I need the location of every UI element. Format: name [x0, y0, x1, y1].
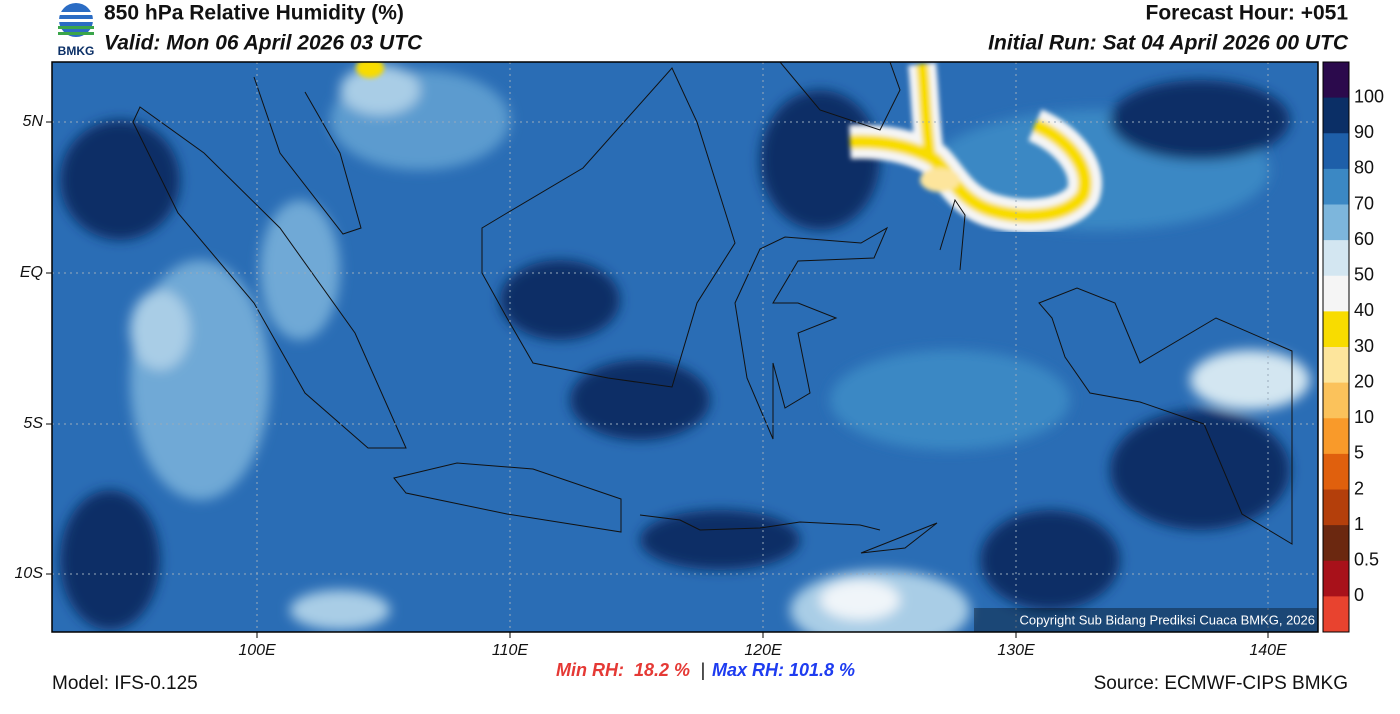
logo: BMKG	[58, 3, 95, 58]
lat-label: 5S	[23, 415, 43, 432]
dry-band	[356, 62, 1102, 233]
colorbar-segment	[1323, 240, 1349, 277]
colorbar-label: 70	[1354, 193, 1374, 213]
colorbar-segment	[1323, 97, 1349, 134]
model: Model: IFS-0.125	[52, 673, 198, 694]
colorbar-segment	[1323, 453, 1349, 490]
colorbar-label: 10	[1354, 407, 1374, 427]
lat-label: 10S	[15, 565, 44, 582]
colorbar-segment	[1323, 204, 1349, 241]
colorbar-segment	[1323, 275, 1349, 312]
colorbar-segment	[1323, 311, 1349, 348]
colorbar-label: 5	[1354, 443, 1364, 463]
max-rh: Max RH: 101.8 %	[712, 660, 855, 680]
valid-time: Valid: Mon 06 April 2026 03 UTC	[104, 32, 423, 55]
map-field: Copyright Sub Bidang Prediksi Cuaca BMKG…	[52, 62, 1318, 632]
colorbar-segment	[1323, 560, 1349, 597]
initial-run: Initial Run: Sat 04 April 2026 00 UTC	[988, 32, 1349, 55]
axis-labels: 5N EQ 5S 10S 100E 110E 120E 130E 140E	[15, 113, 1287, 659]
colorbar-label: 20	[1354, 371, 1374, 391]
colorbar-segment	[1323, 418, 1349, 455]
title: 850 hPa Relative Humidity (%)	[104, 2, 404, 25]
colorbar-label: 1	[1354, 514, 1364, 534]
colorbar-segment	[1323, 489, 1349, 526]
lon-label: 130E	[997, 642, 1035, 659]
humidity-texture	[60, 65, 1310, 632]
colorbar-label: 40	[1354, 300, 1374, 320]
source: Source: ECMWF-CIPS BMKG	[1094, 673, 1348, 694]
colorbar-label: 30	[1354, 336, 1374, 356]
separator: |	[701, 660, 706, 680]
logo-text: BMKG	[58, 44, 95, 58]
colorbar-segment	[1323, 168, 1349, 205]
copyright: Copyright Sub Bidang Prediksi Cuaca BMKG…	[1019, 612, 1315, 627]
colorbar-label: 60	[1354, 229, 1374, 249]
lon-label: 110E	[492, 642, 529, 659]
colorbar-segment	[1323, 347, 1349, 384]
colorbar-segment	[1323, 596, 1349, 633]
colorbar-segment	[1323, 525, 1349, 562]
colorbar: 100 90 80 70 60 50 40 30 20 10 5 2 1 0.5 0	[1322, 61, 1384, 633]
colorbar-segment	[1323, 133, 1349, 170]
lat-label: 5N	[23, 113, 44, 130]
lon-label: 140E	[1249, 642, 1287, 659]
colorbar-segment	[1323, 62, 1349, 99]
colorbar-label: 50	[1354, 265, 1374, 285]
forecast-hour: Forecast Hour: +051	[1146, 2, 1349, 25]
coastlines	[132, 62, 1293, 554]
graticule	[52, 62, 1318, 632]
lat-label: EQ	[20, 264, 43, 281]
min-rh: Min RH: 18.2 %	[556, 660, 690, 680]
colorbar-label: 2	[1354, 478, 1364, 498]
colorbar-label: 0	[1354, 585, 1364, 605]
lon-label: 100E	[238, 642, 276, 659]
colorbar-segment	[1323, 382, 1349, 419]
colorbar-label: 90	[1354, 122, 1374, 142]
colorbar-frame	[1322, 61, 1350, 633]
colorbar-label: 100	[1354, 86, 1384, 106]
lon-label: 120E	[744, 642, 782, 659]
colorbar-label: 0.5	[1354, 550, 1379, 570]
map-frame	[51, 61, 1319, 633]
colorbar-label: 80	[1354, 158, 1374, 178]
